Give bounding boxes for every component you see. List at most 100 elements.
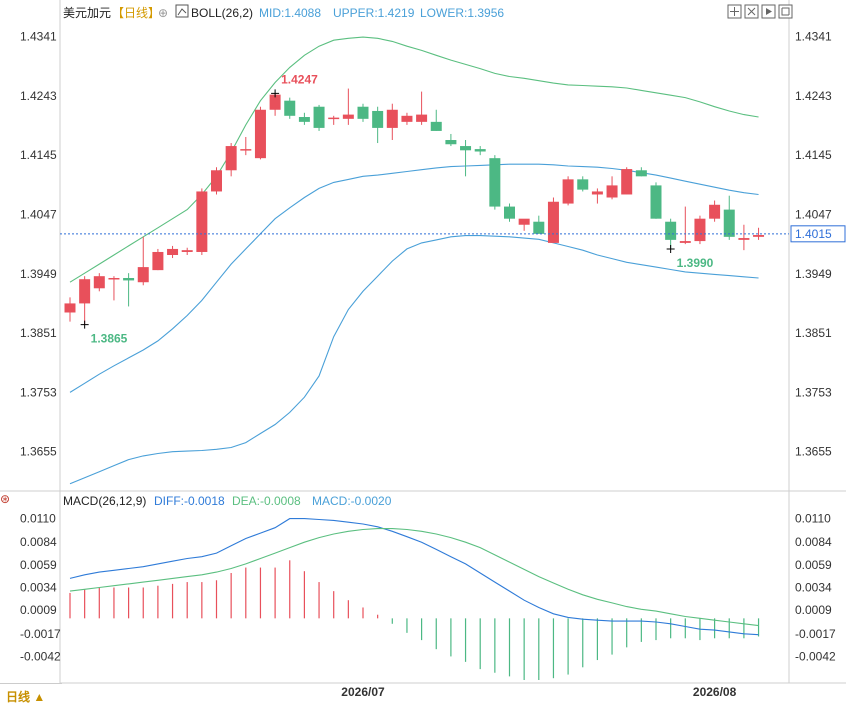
- candle-body: [225, 146, 237, 171]
- candle-body: [79, 279, 91, 304]
- macd-tick-label: 0.0009: [795, 603, 832, 617]
- price-tick-label: 1.4243: [20, 89, 57, 103]
- fullscreen-icon-glyph: [781, 7, 790, 16]
- boll-lower-line: [69, 235, 759, 485]
- boll-toggle-icon[interactable]: [175, 4, 189, 18]
- price-axis-right: 1.4341 1.4243 1.4145 1.4047 1.3949 1.3851 1.37…: [795, 30, 832, 459]
- candle-body: [93, 276, 105, 289]
- price-tick-label: 1.4145: [795, 148, 832, 162]
- candle-body: [123, 277, 135, 281]
- symbol-label: 美元加元: [63, 6, 111, 20]
- candle-body: [137, 267, 149, 283]
- macd-tick-label: 0.0110: [795, 512, 831, 526]
- candle-body: [181, 250, 193, 252]
- candle-body: [196, 191, 208, 252]
- macd-tick-label: 0.0110: [20, 512, 56, 526]
- macd-tick-label: -0.0017: [795, 627, 836, 641]
- price-tick-label: 1.3851: [20, 326, 57, 340]
- price-tick-label: 1.4341: [795, 30, 832, 44]
- macd-lines: [69, 518, 759, 636]
- candle-body: [753, 235, 765, 237]
- current-price-label: 1.4015: [795, 227, 832, 241]
- candle-body: [665, 221, 677, 240]
- macd-axis-right: 0.0110 0.0084 0.0059 0.0034 0.0009 -0.0017 -0.…: [795, 512, 836, 664]
- price-annotations: 1.4247 1.3865 1.3990: [80, 72, 714, 346]
- zoom-icon-glyph: [747, 7, 756, 16]
- candle-body: [108, 277, 120, 280]
- macd-dea-value: DEA:-0.0008: [232, 494, 301, 508]
- candle-body: [460, 146, 472, 151]
- macd-tick-label: 0.0034: [795, 581, 832, 595]
- candle-body: [401, 115, 413, 122]
- macd-tick-label: -0.0042: [795, 649, 836, 663]
- candle-body: [342, 114, 354, 119]
- boll-mid-value: MID:1.4088: [259, 6, 321, 20]
- price-tick-label: 1.3851: [795, 326, 832, 340]
- candle-body: [635, 170, 647, 177]
- macd-axis-left: 0.0110 0.0084 0.0059 0.0034 0.0009 -0.0017 -0.…: [20, 512, 61, 664]
- macd-tick-label: 0.0009: [20, 603, 57, 617]
- price-tick-label: 1.4243: [795, 89, 832, 103]
- candle-body: [152, 251, 164, 271]
- price-tick-label: 1.3655: [795, 445, 832, 459]
- candle-body: [547, 201, 559, 243]
- price-tick-label: 1.4047: [795, 207, 832, 221]
- candle-body: [269, 94, 281, 110]
- macd-label: MACD(26,12,9): [63, 494, 146, 508]
- period-selector-label: 日线 ▲: [6, 690, 46, 704]
- macd-hist-value: MACD:-0.0020: [312, 494, 392, 508]
- candle-body: [240, 149, 252, 151]
- candle-body: [650, 185, 662, 219]
- macd-settings-icon[interactable]: ⊛: [0, 492, 10, 506]
- candle-body: [445, 140, 457, 145]
- toolbar: [727, 4, 793, 19]
- current-price-tag: [790, 225, 846, 243]
- extreme-marker: [271, 89, 280, 98]
- date-tick-label: 2026/07: [341, 685, 385, 699]
- boll-upper-line: [69, 36, 759, 283]
- macd-tick-label: -0.0017: [20, 627, 61, 641]
- settings-icon[interactable]: ⊕: [158, 6, 168, 20]
- date-tick-label: 2026/08: [693, 685, 737, 699]
- candle-body: [621, 169, 633, 195]
- period-selector[interactable]: 日线 ▲: [0, 683, 62, 706]
- price-tick-label: 1.3949: [795, 267, 832, 281]
- candle-body: [577, 179, 589, 190]
- fullscreen-icon[interactable]: [778, 4, 793, 19]
- candle-body: [430, 121, 442, 131]
- extreme-marker: [80, 320, 89, 329]
- price-tick-label: 1.4341: [20, 30, 57, 44]
- boll-toggle-icon-glyph: [177, 8, 187, 16]
- candle-body: [64, 303, 76, 313]
- price-tick-label: 1.3753: [20, 385, 57, 399]
- macd-histogram: [69, 560, 760, 680]
- boll-label: BOLL(26,2): [191, 6, 253, 20]
- candle-body: [313, 106, 325, 128]
- candle-body: [504, 206, 515, 219]
- period-label[interactable]: 【日线】: [112, 6, 160, 20]
- candle-body: [328, 117, 340, 120]
- candle-body: [738, 238, 750, 240]
- candle-body: [211, 170, 222, 192]
- candle-body: [372, 110, 384, 128]
- price-tick-label: 1.4145: [20, 148, 57, 162]
- candle-body: [709, 204, 721, 219]
- candle-body: [591, 191, 603, 195]
- crosshair-icon-glyph: [730, 7, 739, 16]
- price-tick-label: 1.3949: [20, 267, 57, 281]
- candle-body: [723, 209, 735, 237]
- time-axis: 2026/07 2026/08: [341, 685, 736, 699]
- candle-body: [489, 158, 501, 207]
- price-axis-left: 1.4341 1.4243 1.4145 1.4047 1.3949 1.3851 1.37…: [20, 30, 57, 459]
- boll-lower-value: LOWER:1.3956: [420, 6, 504, 20]
- macd-tick-label: 0.0059: [20, 558, 57, 572]
- extreme-value-label: 1.3990: [677, 256, 714, 270]
- candle-body: [606, 185, 618, 198]
- extreme-value-label: 1.3865: [91, 332, 128, 346]
- candle-body: [562, 179, 574, 204]
- macd-diff-line: [69, 518, 759, 636]
- macd-tick-label: 0.0034: [20, 581, 57, 595]
- macd-dea-line: [69, 528, 759, 627]
- bollinger-bands: [69, 36, 759, 485]
